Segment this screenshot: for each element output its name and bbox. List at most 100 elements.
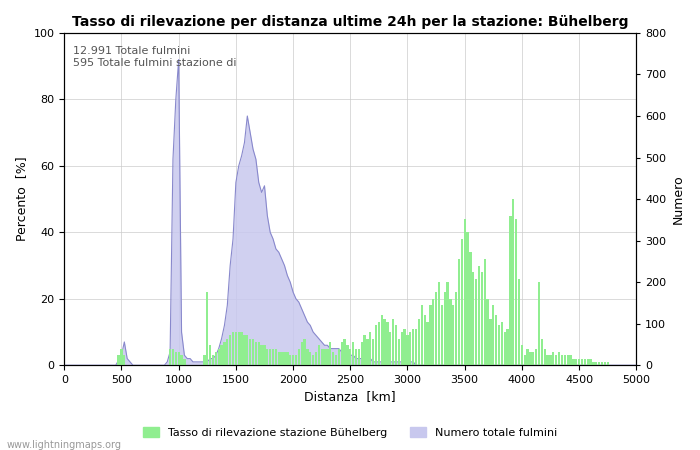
Bar [426,322,428,365]
Bar [438,282,440,365]
Bar [455,292,457,365]
Bar [392,319,394,365]
Bar [323,349,326,365]
Bar [550,355,552,365]
Bar [555,355,557,365]
Bar [595,362,597,365]
Bar [418,319,420,365]
Bar [226,339,228,365]
Bar [246,335,248,365]
Bar [295,355,297,365]
Bar [123,355,125,365]
Bar [492,306,494,365]
Bar [335,355,337,365]
Bar [258,342,260,365]
Bar [255,342,257,365]
Bar [349,349,351,365]
Bar [592,362,594,365]
Bar [352,342,354,365]
Bar [381,315,383,365]
Bar [366,339,369,365]
Bar [606,362,609,365]
Bar [206,292,209,365]
Bar [337,349,340,365]
Bar [484,259,486,365]
Bar [292,355,294,365]
Bar [535,349,538,365]
Bar [278,352,280,365]
Bar [175,352,177,365]
Bar [289,355,291,365]
Bar [218,349,220,365]
Bar [272,349,274,365]
Bar [412,328,414,365]
Bar [458,259,460,365]
Bar [461,239,463,365]
Bar [578,359,580,365]
Bar [410,332,412,365]
Bar [500,322,503,365]
Bar [266,349,269,365]
Bar [275,349,277,365]
Bar [281,352,283,365]
Bar [203,355,206,365]
Bar [581,359,583,365]
Bar [344,339,346,365]
Bar [318,345,320,365]
Bar [183,359,186,365]
Bar [389,332,391,365]
Bar [495,315,497,365]
Bar [358,349,360,365]
Bar [478,266,480,365]
Bar [269,349,272,365]
Bar [300,342,303,365]
Bar [466,232,469,365]
Bar [489,319,491,365]
Bar [498,325,500,365]
Bar [424,315,426,365]
Bar [589,359,592,365]
Bar [584,359,586,365]
Bar [326,349,328,365]
Bar [575,359,578,365]
Bar [400,332,403,365]
Bar [286,352,288,365]
Bar [569,355,572,365]
Bar [120,349,122,365]
Bar [312,355,314,365]
Bar [372,339,375,365]
Bar [355,349,357,365]
Bar [329,342,331,365]
Bar [237,332,240,365]
Bar [472,272,475,365]
Bar [223,342,225,365]
Bar [601,362,603,365]
Bar [229,335,231,365]
Bar [209,345,211,365]
X-axis label: Distanza  [km]: Distanza [km] [304,391,396,404]
Bar [421,306,423,365]
Bar [552,352,554,365]
Bar [315,352,317,365]
Title: Tasso di rilevazione per distanza ultime 24h per la stazione: Bühelberg: Tasso di rilevazione per distanza ultime… [72,15,629,29]
Y-axis label: Numero: Numero [672,174,685,224]
Bar [284,352,286,365]
Bar [321,349,323,365]
Bar [415,328,417,365]
Bar [544,349,546,365]
Bar [566,355,569,365]
Bar [398,339,400,365]
Bar [406,335,409,365]
Bar [429,306,431,365]
Bar [244,335,246,365]
Bar [341,342,343,365]
Bar [526,349,528,365]
Bar [469,252,472,365]
Bar [395,325,397,365]
Text: 12.991 Totale fulmini
595 Totale fulmini stazione di: 12.991 Totale fulmini 595 Totale fulmini… [73,46,237,68]
Bar [598,362,601,365]
Bar [512,199,514,365]
Bar [481,272,483,365]
Bar [515,219,517,365]
Bar [220,345,223,365]
